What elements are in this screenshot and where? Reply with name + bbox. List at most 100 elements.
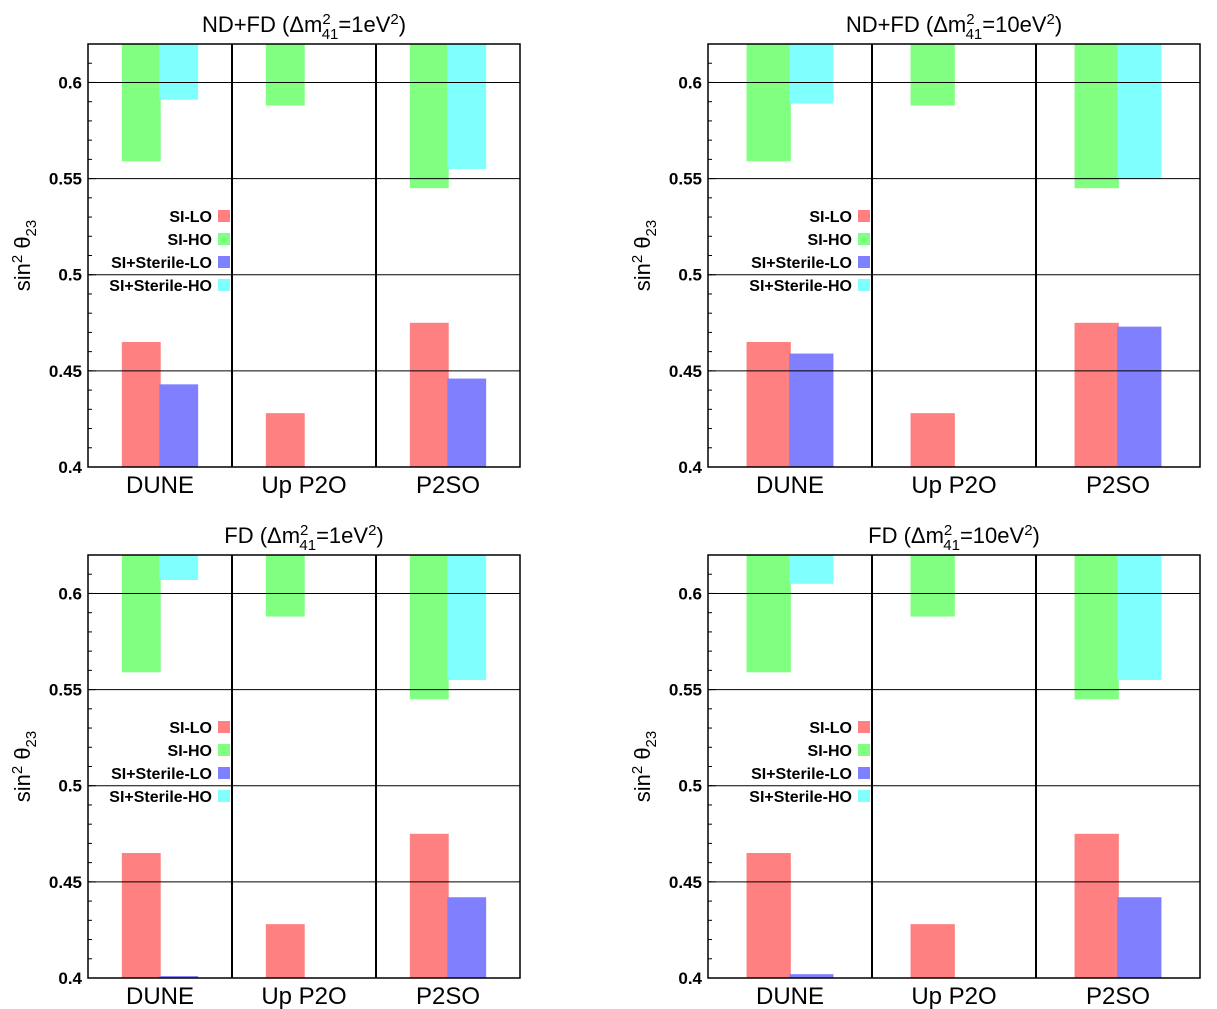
y-tick-label: 0.55 (669, 170, 702, 189)
legend-label: SI-LO (169, 720, 212, 737)
x-tick-label: Up P2O (261, 983, 346, 1009)
bar-si-lo-p2so (1074, 833, 1119, 978)
y-axis-label: sin2 θ23 (9, 731, 41, 803)
legend-label: SI+Sterile-HO (749, 278, 852, 295)
y-axis-label: sin2 θ23 (9, 220, 41, 292)
bar-si-ho-dune (121, 555, 161, 673)
y-tick-label: 0.4 (58, 458, 82, 477)
bar-si-lo-dune (746, 853, 791, 978)
bar-si-lo-p2so (409, 322, 449, 467)
y-tick-label: 0.5 (58, 777, 82, 796)
x-tick-label: DUNE (126, 472, 194, 499)
legend-label: SI-HO (808, 743, 852, 760)
legend-swatch (858, 744, 870, 756)
bar-si-sterile-ho-p2so (1117, 555, 1162, 680)
legend-label: SI-LO (809, 720, 852, 737)
x-tick-label: P2SO (416, 472, 480, 499)
x-tick-label: DUNE (756, 983, 824, 1009)
bar-si-ho-p2so (409, 44, 449, 189)
y-tick-label: 0.45 (49, 873, 82, 892)
bar-si-sterile-ho-p2so (447, 44, 487, 169)
y-axis-label: sin2 θ23 (629, 220, 661, 292)
y-tick-label: 0.4 (678, 458, 702, 477)
bar-si-ho-up-p2o (910, 555, 955, 617)
bar-si-lo-p2so (1074, 322, 1119, 467)
bar-si-sterile-ho-dune (159, 44, 199, 100)
x-tick-label: P2SO (416, 983, 480, 1009)
panel-title: ND+FD (Δm2 41=10eV2) (846, 11, 1062, 44)
bar-si-sterile-ho-p2so (447, 555, 487, 680)
bar-si-sterile-lo-p2so (447, 378, 487, 467)
legend-label: SI-HO (168, 743, 212, 760)
bar-si-ho-p2so (409, 555, 449, 700)
bar-si-lo-up-p2o (910, 413, 955, 467)
x-tick-label: DUNE (126, 983, 194, 1009)
legend-swatch (218, 256, 230, 268)
plot-frame (707, 554, 1201, 979)
y-tick-label: 0.6 (678, 584, 702, 603)
legend-label: SI+Sterile-HO (109, 789, 212, 806)
bar-si-ho-up-p2o (910, 44, 955, 106)
bar-si-sterile-ho-p2so (1117, 44, 1162, 179)
bar-si-lo-dune (746, 342, 791, 467)
bar-si-ho-dune (746, 555, 791, 673)
y-tick-label: 0.55 (49, 681, 82, 700)
bar-si-sterile-ho-dune (789, 555, 834, 584)
x-tick-label: P2SO (1086, 472, 1150, 499)
legend-label: SI+Sterile-LO (751, 255, 852, 272)
y-tick-label: 0.6 (58, 584, 82, 603)
bar-si-lo-up-p2o (265, 413, 305, 467)
bar-si-sterile-lo-dune (789, 974, 834, 978)
legend-swatch (218, 767, 230, 779)
bar-si-sterile-ho-dune (789, 44, 834, 104)
chart-panel-4: FD (Δm2 41=10eV2) sin2 θ23 0.4 0.45 0.5 0.55 0.… (629, 522, 1201, 1009)
bar-si-lo-dune (121, 342, 161, 467)
plot-frame (707, 43, 1201, 468)
chart-panel-3: FD (Δm2 41=1eV2) sin2 θ23 0.4 0.45 0.5 0.55 0.6… (9, 522, 521, 1009)
legend-swatch (858, 279, 870, 291)
bar-si-ho-up-p2o (265, 44, 305, 106)
y-tick-label: 0.5 (678, 266, 702, 285)
x-tick-label: DUNE (756, 472, 824, 499)
bar-si-lo-dune (121, 853, 161, 978)
plot-frame (87, 554, 521, 979)
legend-label: SI+Sterile-HO (109, 278, 212, 295)
y-tick-label: 0.6 (678, 73, 702, 92)
legend-swatch (858, 767, 870, 779)
y-tick-label: 0.5 (58, 266, 82, 285)
bar-si-sterile-lo-p2so (447, 897, 487, 978)
x-tick-label: Up P2O (261, 472, 346, 499)
legend-label: SI+Sterile-LO (751, 766, 852, 783)
y-tick-label: 0.4 (58, 969, 82, 988)
y-tick-label: 0.6 (58, 73, 82, 92)
legend-swatch (858, 210, 870, 222)
legend-label: SI-LO (169, 209, 212, 226)
panel-title: ND+FD (Δm2 41=1eV2) (202, 11, 406, 44)
y-tick-label: 0.45 (669, 873, 702, 892)
legend-swatch (218, 721, 230, 733)
y-axis-label: sin2 θ23 (629, 731, 661, 803)
bar-si-sterile-lo-dune (159, 384, 199, 467)
legend-swatch (218, 744, 230, 756)
bar-si-ho-dune (746, 44, 791, 162)
chart-panel-1: ND+FD (Δm2 41=1eV2) sin2 θ23 0.4 0.45 0.5 0.55… (9, 11, 521, 499)
chart-panel-2: ND+FD (Δm2 41=10eV2) sin2 θ23 0.4 0.45 0.5 0.5… (629, 11, 1201, 499)
plot-frame (87, 43, 521, 468)
y-tick-label: 0.45 (49, 362, 82, 381)
y-tick-label: 0.55 (669, 681, 702, 700)
bar-si-sterile-lo-dune (159, 976, 199, 978)
bar-si-sterile-lo-dune (789, 353, 834, 467)
y-tick-label: 0.45 (669, 362, 702, 381)
y-tick-label: 0.55 (49, 170, 82, 189)
bar-si-sterile-lo-p2so (1117, 897, 1162, 978)
legend-label: SI-HO (168, 232, 212, 249)
legend-swatch (218, 790, 230, 802)
bar-si-sterile-lo-p2so (1117, 326, 1162, 467)
x-tick-label: P2SO (1086, 983, 1150, 1009)
bar-si-lo-up-p2o (910, 924, 955, 978)
bar-si-lo-up-p2o (265, 924, 305, 978)
y-tick-label: 0.4 (678, 969, 702, 988)
legend-swatch (858, 790, 870, 802)
legend-swatch (218, 233, 230, 245)
